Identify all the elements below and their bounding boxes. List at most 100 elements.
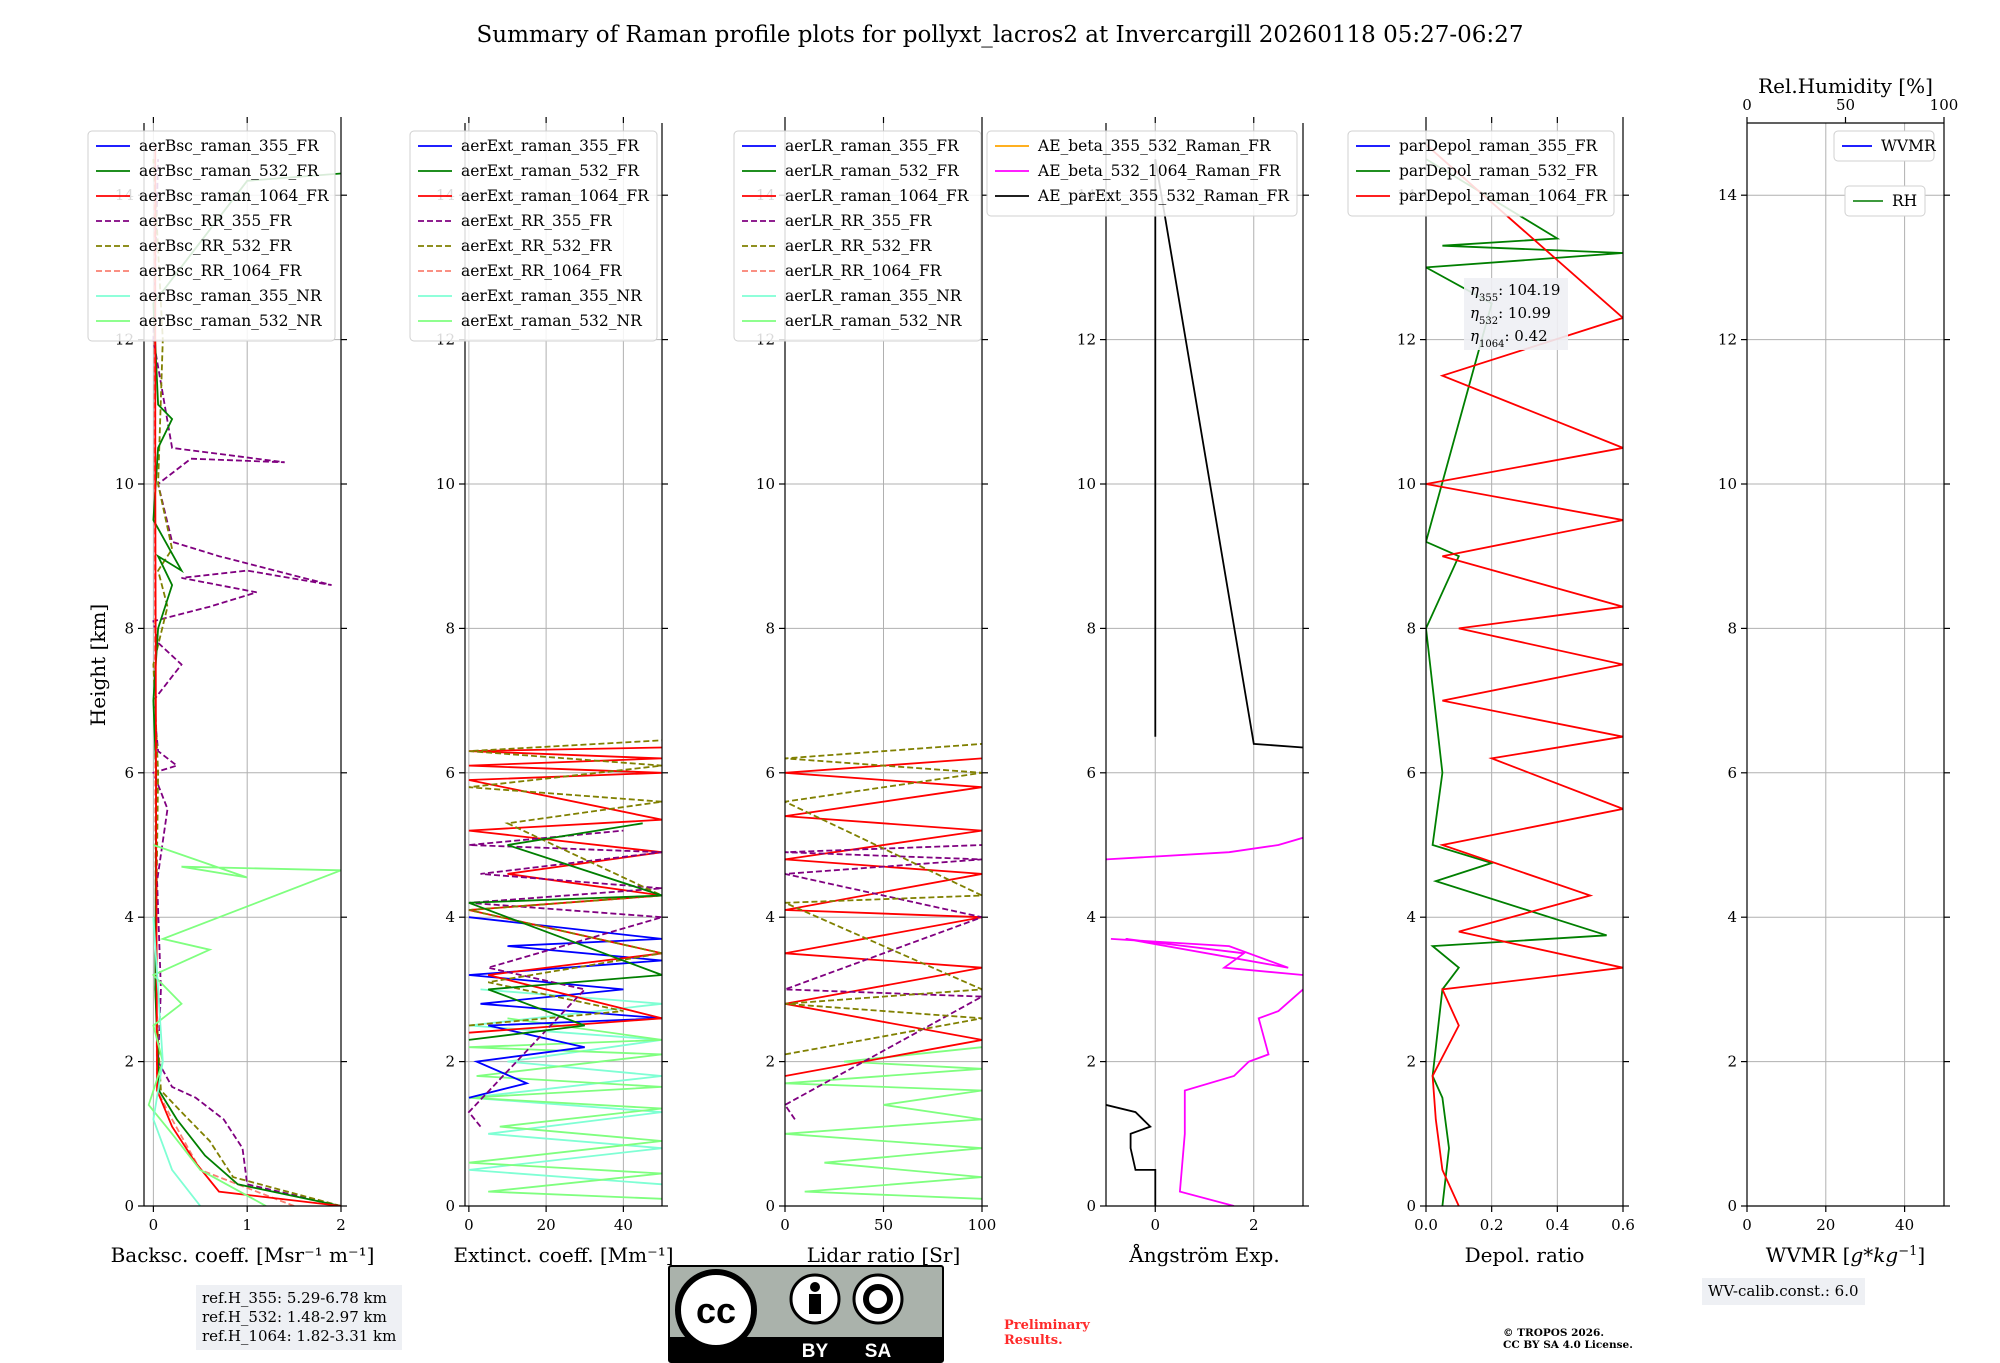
y-axis-label: Height [km] (86, 604, 110, 726)
legend-label: aerExt_raman_532_NR (461, 312, 643, 330)
legend-label: aerBsc_raman_1064_FR (139, 187, 330, 205)
ytick-label: 8 (1727, 619, 1737, 637)
x2-axis-label: Rel.Humidity [%] (1758, 74, 1933, 98)
ytick-label: 12 (1077, 331, 1096, 349)
legend-label: AE_parExt_355_532_Raman_FR (1037, 187, 1290, 205)
eta-symbol: η (1470, 304, 1479, 322)
x-axis-label: Ångström Exp. (1128, 1242, 1279, 1267)
ytick-label: 10 (756, 475, 775, 493)
legend-label: aerLR_raman_355_FR (785, 137, 960, 155)
legend-label: WVMR (1881, 137, 1937, 155)
xtick-label: 1 (242, 1216, 252, 1234)
legend-label: AE_beta_532_1064_Raman_FR (1037, 162, 1282, 180)
xtick-label: 40 (1895, 1216, 1914, 1234)
series-line-aerBsc_RR_1064_FR (153, 195, 295, 1206)
ytick-label: 14 (1718, 186, 1737, 204)
legend: parDepol_raman_355_FR parDepol_raman_532_… (1347, 130, 1615, 217)
legend-label: aerLR_raman_532_NR (785, 312, 963, 330)
ytick-label: 10 (1397, 475, 1416, 493)
copyright-line-1: © TROPOS 2026. (1503, 1327, 1605, 1339)
xtick-label: 0.0 (1414, 1216, 1438, 1234)
ytick-label: 12 (1718, 331, 1737, 349)
ytick-label: 6 (124, 764, 134, 782)
x-axis-label: Backsc. coeff. [Msr⁻¹ m⁻¹] (111, 1243, 375, 1267)
refh-1064: ref.H_1064: 1.82-3.31 km (202, 1327, 397, 1345)
ytick-label: 4 (765, 908, 775, 926)
legend-label: parDepol_raman_1064_FR (1399, 187, 1608, 205)
eta-subscript: 532 (1479, 316, 1498, 327)
legend-label: aerLR_RR_532_FR (785, 237, 933, 255)
ytick-label: 6 (765, 764, 775, 782)
ytick-label: 4 (1727, 908, 1737, 926)
ytick-label: 12 (1397, 331, 1416, 349)
series-group (785, 743, 982, 1200)
ytick-label: 8 (1406, 619, 1416, 637)
eta-annotation: η1064: 0.42 (1470, 327, 1548, 350)
legend-label: aerExt_raman_355_NR (461, 287, 643, 305)
legend-label: aerExt_raman_355_FR (461, 137, 640, 155)
legend-label: aerLR_raman_532_FR (785, 162, 960, 180)
legend: aerLR_raman_355_FR aerLR_raman_532_FR aerL… (733, 130, 982, 342)
ytick-label: 0 (124, 1197, 134, 1215)
cc-logo-icon (675, 1269, 757, 1351)
ytick-label: 10 (1077, 475, 1096, 493)
legend-box (409, 130, 658, 342)
panel-extinction: 0246810121402040Extinct. coeff. [Mm⁻¹]ae… (409, 117, 674, 1267)
xtick-label: 40 (614, 1216, 633, 1234)
ytick-label: 8 (445, 619, 455, 637)
ytick-label: 2 (1727, 1053, 1737, 1071)
series-line-aerExt_raman_532_FR (468, 822, 662, 1041)
legend-label: aerBsc_RR_532_FR (139, 237, 293, 255)
share-alike-arc (863, 1284, 893, 1314)
ytick-label: 8 (124, 619, 134, 637)
x-axis-label: Depol. ratio (1465, 1243, 1585, 1267)
legend-label: aerBsc_raman_532_NR (139, 312, 323, 330)
eta-annotation: η355: 104.19 (1470, 281, 1560, 304)
ytick-label: 6 (1727, 764, 1737, 782)
preliminary-line-1: Preliminary (1004, 1318, 1090, 1333)
ytick-label: 2 (1086, 1053, 1096, 1071)
legend-box (986, 130, 1298, 217)
ytick-label: 4 (1086, 908, 1096, 926)
xlabel-part: g*kg (1850, 1243, 1898, 1267)
series-line-aerBsc_raman_532_FR (152, 172, 341, 1206)
ytick-label: 4 (1406, 908, 1416, 926)
series-line-parDepol_raman_1064_FR (1426, 144, 1623, 1206)
series-line-aerExt_raman_1064_FR (468, 746, 662, 1034)
xtick-label: 0.6 (1611, 1216, 1635, 1234)
xtick-label: 20 (1816, 1216, 1835, 1234)
legend-box (733, 130, 982, 342)
attribution-head (810, 1282, 820, 1292)
ytick-label: 2 (124, 1053, 134, 1071)
reference-height-box: ref.H_355: 5.29-6.78 km ref.H_532: 1.48-… (196, 1285, 403, 1350)
legend-label: aerExt_raman_532_FR (461, 162, 640, 180)
series-line-parDepol_raman_532_FR (1426, 158, 1623, 1206)
eta-value: : 104.19 (1498, 281, 1560, 299)
series-line-AE_beta_532_1064_Raman_FR_b (1110, 938, 1303, 976)
wv-calibration-box: WV-calib.const.: 6.0 (1702, 1278, 1865, 1305)
eta-symbol: η (1470, 281, 1479, 299)
ytick-label: 0 (1086, 1197, 1096, 1215)
x2tick-label: 50 (1836, 96, 1855, 114)
ytick-label: 0 (1406, 1197, 1416, 1215)
ytick-label: 8 (1086, 619, 1096, 637)
preliminary-results-note: Preliminary Results. (1004, 1318, 1090, 1348)
legend-box (87, 130, 336, 342)
ytick-label: 0 (765, 1197, 775, 1215)
xtick-label: 0 (1742, 1216, 1752, 1234)
series-group (1426, 144, 1623, 1206)
xtick-label: 0 (1150, 1216, 1160, 1234)
ytick-label: 10 (115, 475, 134, 493)
legend-label: parDepol_raman_355_FR (1399, 137, 1599, 155)
legend-label: aerLR_RR_1064_FR (785, 262, 943, 280)
share-alike-icon (852, 1273, 904, 1325)
sa-label: SA (865, 1341, 892, 1362)
series-line-aerExt_raman_355_FR (468, 916, 662, 1099)
legend-label: aerLR_raman_355_NR (785, 287, 963, 305)
eta-symbol: η (1470, 327, 1479, 345)
x-axis-label: Extinct. coeff. [Mm⁻¹] (453, 1243, 673, 1267)
ytick-label: 6 (1406, 764, 1416, 782)
series-group (147, 144, 341, 1206)
x-axis-label: Lidar ratio [Sr] (807, 1243, 961, 1267)
